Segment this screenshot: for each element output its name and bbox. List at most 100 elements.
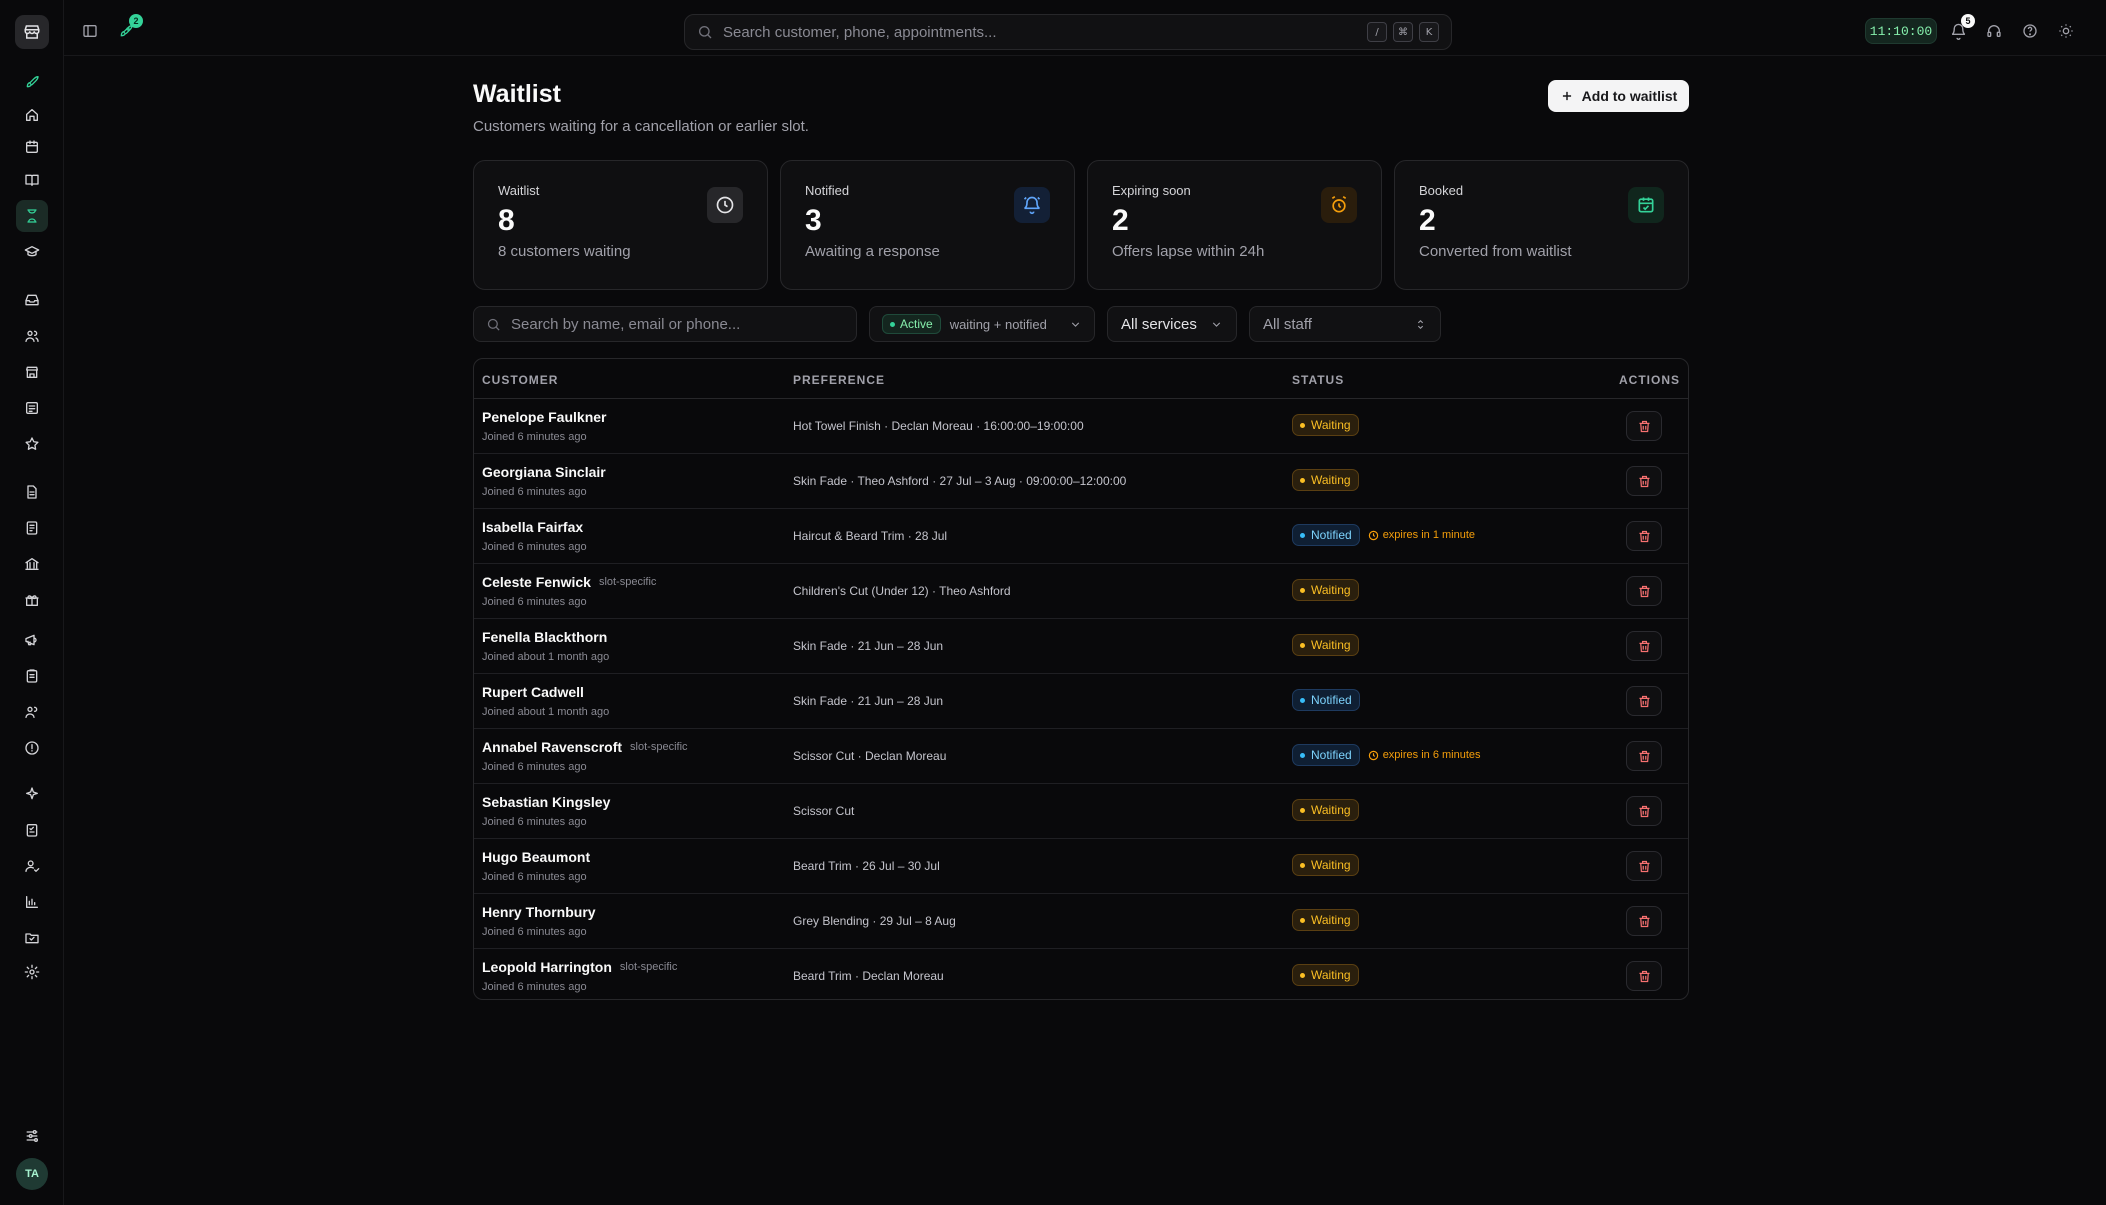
delete-button[interactable] xyxy=(1626,906,1662,936)
customer-name[interactable]: Penelope Faulkner xyxy=(482,409,606,425)
sidebar-receipt-icon[interactable] xyxy=(16,392,48,424)
status-cell: Waiting xyxy=(1292,854,1359,876)
sidebar-folder-icon[interactable] xyxy=(16,922,48,954)
sidebar-checklist-icon[interactable] xyxy=(16,814,48,846)
customer-name[interactable]: Celeste Fenwick slot-specific xyxy=(482,574,656,590)
global-search-input[interactable] xyxy=(723,23,1361,41)
customer-name-text[interactable]: Isabella Fairfax xyxy=(482,519,584,535)
customer-name-text[interactable]: Henry Thornbury xyxy=(482,904,596,920)
customer-name-text[interactable]: Leopold Harrington xyxy=(482,959,612,975)
help-icon[interactable] xyxy=(2016,17,2044,45)
shop-logo-icon[interactable] xyxy=(15,15,49,49)
waitlist-table: CUSTOMER PREFERENCE STATUS ACTIONS Penel… xyxy=(473,358,1689,1000)
delete-button[interactable] xyxy=(1626,741,1662,771)
customer-search-box[interactable] xyxy=(473,306,857,342)
customer-name[interactable]: Sebastian Kingsley xyxy=(482,794,610,810)
sidebar-home-icon[interactable] xyxy=(16,99,48,131)
sidebar-calendar-icon[interactable] xyxy=(16,131,48,163)
staff-filter-select[interactable]: All staff xyxy=(1249,306,1441,342)
delete-button[interactable] xyxy=(1626,686,1662,716)
sidebar-gift-icon[interactable] xyxy=(16,584,48,616)
sidebar-toggle-icon[interactable] xyxy=(76,17,104,45)
sidebar-graduation-cap-icon[interactable] xyxy=(16,236,48,268)
status-label: Waiting xyxy=(1311,473,1351,487)
sidebar-invoice-icon[interactable] xyxy=(16,512,48,544)
sidebar-bank-icon[interactable] xyxy=(16,548,48,580)
customer-name-text[interactable]: Georgiana Sinclair xyxy=(482,464,606,480)
customer-name[interactable]: Leopold Harrington slot-specific xyxy=(482,959,677,975)
customer-name-text[interactable]: Penelope Faulkner xyxy=(482,409,607,425)
table-row[interactable]: Isabella Fairfax Joined 6 minutes ago Hair… xyxy=(474,509,1688,564)
delete-button[interactable] xyxy=(1626,851,1662,881)
sidebar-file-icon[interactable] xyxy=(16,476,48,508)
sidebar-inbox-icon[interactable] xyxy=(16,284,48,316)
sidebar-team-icon[interactable] xyxy=(16,696,48,728)
table-row[interactable]: Sebastian Kingsley Joined 6 minutes ago Sc… xyxy=(474,784,1688,839)
delete-button[interactable] xyxy=(1626,576,1662,606)
slot-specific-tag: slot-specific xyxy=(630,741,688,753)
status-filter-detail: waiting + notified xyxy=(949,316,1047,332)
bell-icon[interactable] xyxy=(1944,17,1972,45)
delete-button[interactable] xyxy=(1626,466,1662,496)
sidebar-alert-icon[interactable] xyxy=(16,732,48,764)
column-header-status[interactable]: STATUS xyxy=(1292,373,1345,387)
customer-search-input[interactable] xyxy=(511,315,844,333)
customer-name-text[interactable]: Fenella Blackthorn xyxy=(482,629,608,645)
customer-name-text[interactable]: Hugo Beaumont xyxy=(482,849,591,865)
add-to-waitlist-label: Add to waitlist xyxy=(1581,88,1678,104)
user-avatar[interactable]: TA xyxy=(16,1158,48,1190)
customer-name[interactable]: Annabel Ravenscroft slot-specific xyxy=(482,739,688,755)
customer-name[interactable]: Fenella Blackthorn xyxy=(482,629,607,645)
table-row[interactable]: Hugo Beaumont Joined 6 minutes ago Beard T… xyxy=(474,839,1688,894)
sidebar-hourglass-icon[interactable] xyxy=(16,200,48,232)
sidebar-gear-icon[interactable] xyxy=(16,956,48,988)
sidebar-clipboard-icon[interactable] xyxy=(16,660,48,692)
customer-name[interactable]: Isabella Fairfax xyxy=(482,519,583,535)
page-subtitle: Customers waiting for a cancellation or … xyxy=(473,118,809,135)
customer-name-text[interactable]: Celeste Fenwick xyxy=(482,574,591,590)
sun-icon[interactable] xyxy=(2052,17,2080,45)
delete-button[interactable] xyxy=(1626,961,1662,991)
table-row[interactable]: Annabel Ravenscroft slot-specific Joined 6… xyxy=(474,729,1688,784)
add-to-waitlist-button[interactable]: Add to waitlist xyxy=(1548,80,1689,112)
customer-name-text[interactable]: Annabel Ravenscroft xyxy=(482,739,623,755)
customer-name[interactable]: Rupert Cadwell xyxy=(482,684,584,700)
customer-name[interactable]: Hugo Beaumont xyxy=(482,849,590,865)
delete-button[interactable] xyxy=(1626,521,1662,551)
customer-name[interactable]: Georgiana Sinclair xyxy=(482,464,606,480)
sidebar-sparkle-icon[interactable] xyxy=(16,778,48,810)
table-row[interactable]: Penelope Faulkner Joined 6 minutes ago Hot… xyxy=(474,399,1688,454)
sidebar-bar-chart-icon[interactable] xyxy=(16,886,48,918)
table-row[interactable]: Celeste Fenwick slot-specific Joined 6 min… xyxy=(474,564,1688,619)
customer-name-text[interactable]: Rupert Cadwell xyxy=(482,684,584,700)
column-header-customer[interactable]: CUSTOMER xyxy=(482,373,559,387)
sidebar-star-icon[interactable] xyxy=(16,428,48,460)
trash-icon xyxy=(1637,529,1652,544)
customer-name-text[interactable]: Sebastian Kingsley xyxy=(482,794,611,810)
table-row[interactable]: Henry Thornbury Joined 6 minutes ago Grey … xyxy=(474,894,1688,949)
active-chip-label: Active xyxy=(900,317,933,331)
sidebar-book-icon[interactable] xyxy=(16,164,48,196)
sliders-icon[interactable] xyxy=(16,1120,48,1152)
sidebar-users-icon[interactable] xyxy=(16,320,48,352)
sidebar-rocket-icon[interactable] xyxy=(16,66,48,98)
sidebar-user-check-icon[interactable] xyxy=(16,850,48,882)
customer-name[interactable]: Henry Thornbury xyxy=(482,904,596,920)
column-header-preference[interactable]: PREFERENCE xyxy=(793,373,886,387)
sidebar-store-icon[interactable] xyxy=(16,356,48,388)
trash-icon xyxy=(1637,474,1652,489)
table-row[interactable]: Leopold Harrington slot-specific Joined 6 … xyxy=(474,949,1688,999)
delete-button[interactable] xyxy=(1626,411,1662,441)
table-row[interactable]: Fenella Blackthorn Joined about 1 month a… xyxy=(474,619,1688,674)
services-filter-select[interactable]: All services xyxy=(1107,306,1237,342)
table-row[interactable]: Rupert Cadwell Joined about 1 month ago Sk… xyxy=(474,674,1688,729)
global-search-box[interactable]: / ⌘ K xyxy=(684,14,1452,50)
status-badge: Waiting xyxy=(1292,414,1359,436)
table-row[interactable]: Georgiana Sinclair Joined 6 minutes ago Sk… xyxy=(474,454,1688,509)
status-filter-dropdown[interactable]: Active waiting + notified xyxy=(869,306,1095,342)
delete-button[interactable] xyxy=(1626,796,1662,826)
headset-icon[interactable] xyxy=(1980,17,2008,45)
delete-button[interactable] xyxy=(1626,631,1662,661)
sidebar-megaphone-icon[interactable] xyxy=(16,624,48,656)
stat-description: 8 customers waiting xyxy=(498,243,631,260)
